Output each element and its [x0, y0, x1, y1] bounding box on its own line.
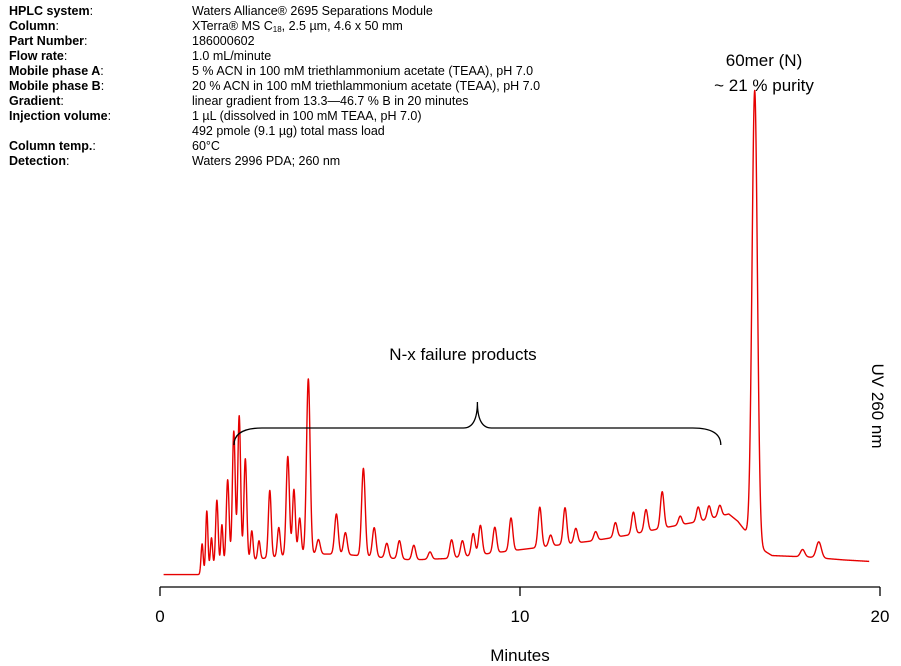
spec-value: 186000602 — [192, 34, 255, 48]
spec-value: 1.0 mL/minute — [192, 49, 272, 63]
spec-key: Gradient — [9, 94, 61, 108]
spec-value: 1 µL (dissolved in 100 mM TEAA, pH 7.0) — [192, 109, 422, 123]
spec-value: Waters Alliance® 2695 Separations Module — [192, 4, 433, 18]
spec-value: 20 % ACN in 100 mM triethlammonium aceta… — [192, 79, 541, 93]
spec-value: linear gradient from 13.3—46.7 % B in 20… — [192, 94, 469, 108]
spec-key: Flow rate — [9, 49, 64, 63]
spec-key: Part Number — [9, 34, 85, 48]
x-tick-label: 20 — [871, 607, 890, 626]
spec-value: Waters 2996 PDA; 260 nm — [192, 154, 341, 168]
spec-value: 5 % ACN in 100 mM triethlammonium acetat… — [192, 64, 534, 78]
spec-key: Detection — [9, 154, 66, 168]
spec-value: 492 pmole (9.1 µg) total mass load — [192, 124, 385, 138]
failure-products-label: N-x failure products — [389, 345, 536, 364]
failure-products-brace — [233, 401, 722, 446]
chromatogram-trace — [163, 89, 870, 576]
x-axis-ticks: 0 10 20 — [155, 587, 889, 626]
spec-key: Column temp. — [9, 139, 93, 153]
spec-key: HPLC system — [9, 4, 90, 18]
spec-key: Column — [9, 19, 56, 33]
x-axis-label: Minutes — [490, 646, 550, 665]
spec-value: XTerra® MS C18, 2.5 µm, 4.6 x 50 mm — [192, 19, 403, 34]
x-tick-label: 10 — [511, 607, 530, 626]
x-tick-label: 0 — [155, 607, 164, 626]
main-peak-label: 60mer (N) — [726, 51, 803, 70]
spec-value: 60°C — [192, 139, 220, 153]
spec-key: Mobile phase — [9, 64, 92, 78]
y-axis-label: UV 260 nm — [868, 363, 887, 448]
spec-key: Mobile phase — [9, 79, 92, 93]
main-peak-purity-label: ~ 21 % purity — [714, 76, 814, 95]
spec-key: Injection volume — [9, 109, 108, 123]
